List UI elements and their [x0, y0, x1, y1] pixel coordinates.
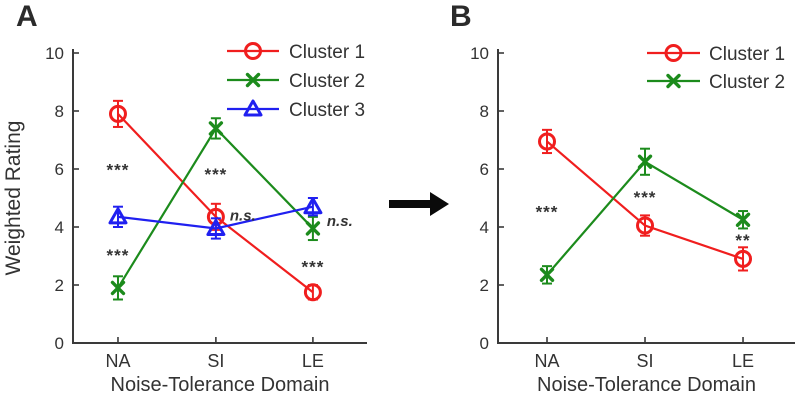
x-axis-title: Noise-Tolerance Domain [537, 374, 756, 396]
legend-label: Cluster 3 [289, 100, 365, 121]
y-tick-label: 0 [480, 334, 489, 353]
x-tick-label: NA [534, 351, 559, 371]
y-tick-label: 4 [55, 218, 64, 237]
series-line [546, 140, 744, 260]
series-line [117, 113, 314, 294]
x-tick-label: SI [207, 351, 224, 371]
x-axis-title: Noise-Tolerance Domain [111, 374, 330, 396]
y-tick-label: 6 [480, 160, 489, 179]
marker-x [539, 267, 555, 283]
series-line [117, 205, 314, 230]
marker-circle [303, 283, 322, 302]
marker-x [245, 72, 261, 88]
x-tick-label: SI [637, 351, 654, 371]
marker-x [305, 221, 321, 236]
annotation-stars: *** [107, 246, 130, 265]
marker-circle [636, 216, 655, 235]
panel-b-label: B [450, 0, 472, 33]
legend-label: Cluster 1 [709, 44, 785, 65]
marker-triangle [206, 218, 226, 236]
y-tick-label: 10 [470, 44, 489, 63]
y-tick-label: 6 [55, 160, 64, 179]
panel-a-label: A [16, 0, 38, 33]
marker-circle [664, 44, 683, 62]
y-tick-label: 10 [45, 44, 64, 63]
y-tick-label: 0 [55, 334, 64, 353]
legend-label: Cluster 1 [289, 42, 365, 63]
annotation-stars: *** [204, 165, 227, 184]
y-tick-label: 2 [55, 276, 64, 295]
marker-x [666, 73, 681, 89]
marker-circle [538, 132, 557, 151]
marker-x [208, 121, 224, 136]
y-axis-title: Weighted Rating [2, 121, 25, 276]
annotation-stars: ** [735, 231, 750, 250]
y-tick-label: 4 [480, 218, 489, 237]
annotation-stars: *** [536, 203, 559, 222]
marker-x [637, 154, 653, 169]
marker-triangle [303, 197, 323, 215]
y-tick-label: 8 [480, 102, 489, 121]
annotation-stars: *** [301, 258, 324, 277]
y-tick-label: 8 [55, 102, 64, 121]
marker-triangle [108, 207, 128, 225]
y-tick-label: 2 [480, 276, 489, 295]
annotation-stars: *** [107, 161, 130, 180]
transition-arrow-icon [389, 190, 451, 218]
panel-b: B 0 2 4 6 8 10 NA SI LE Noise-Tolerance Domain ***… [400, 0, 798, 405]
legend-label: Cluster 2 [289, 71, 365, 92]
marker-circle [734, 249, 753, 268]
annotation-stars: *** [634, 188, 657, 207]
annotation-ns: n.s. [230, 207, 256, 224]
x-tick-label: LE [302, 351, 324, 371]
x-tick-label: NA [105, 351, 130, 371]
marker-x [110, 280, 126, 296]
marker-circle [244, 42, 262, 60]
legend-label: Cluster 2 [709, 72, 785, 93]
marker-circle [108, 104, 127, 123]
panel-a-chart: 0 2 4 6 8 10 NA SI LE Noise-Tolerance Domain Weigh… [2, 42, 367, 396]
marker-x [735, 212, 751, 227]
annotation-ns: n.s. [327, 213, 353, 230]
panel-a: A 0 2 4 6 8 10 NA SI LE Noise-Tolerance Domain Wei… [0, 0, 398, 405]
marker-triangle [243, 99, 263, 117]
x-tick-label: LE [732, 351, 754, 371]
